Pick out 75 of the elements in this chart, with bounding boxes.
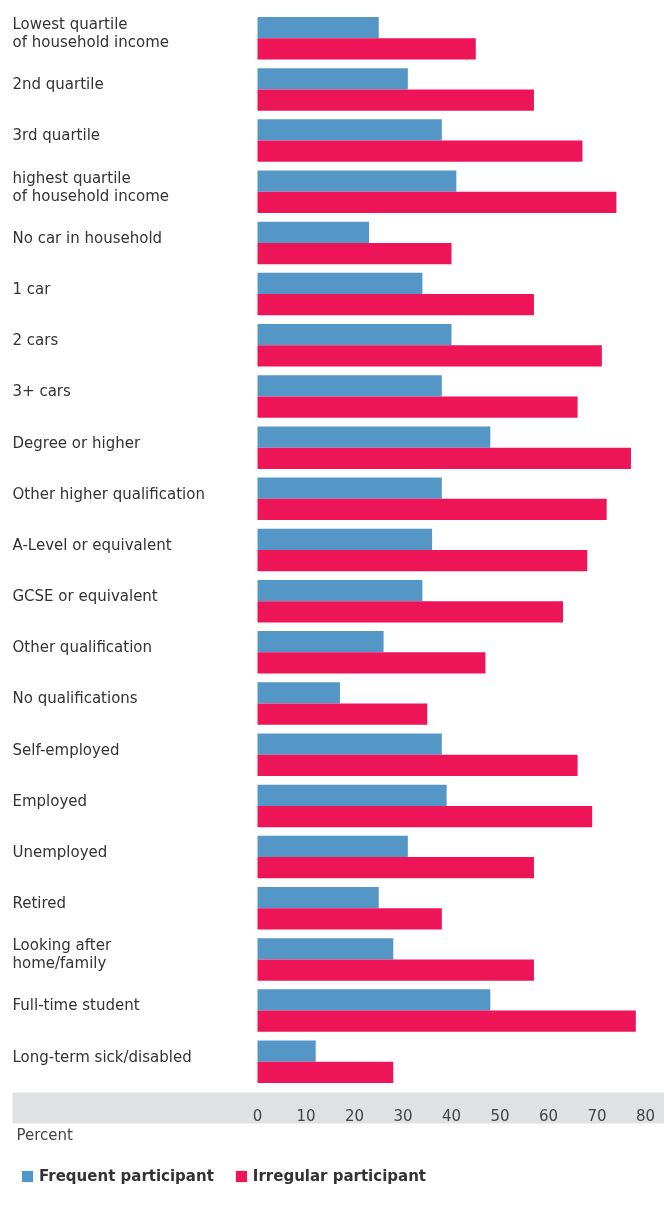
bar [257,16,379,39]
bar [257,652,486,674]
x-tick-label: 70 [587,1106,607,1125]
bar [257,1010,636,1032]
x-tick-label: 10 [296,1106,316,1125]
bar [257,733,442,755]
bar [257,221,370,243]
y-tick-label: highest quartile of household income [12,168,170,205]
y-tick-label: Other qualification [12,638,153,657]
y-tick-label: No car in household [12,228,163,247]
bar [257,119,442,141]
bar [257,191,617,213]
bar [257,631,384,653]
y-tick-label: Long-term sick/disabled [12,1047,192,1066]
bar [257,908,442,930]
y-tick-label: Self-employed [12,740,120,759]
bar [257,447,631,469]
bar [257,805,593,828]
bar [257,477,442,499]
y-tick-label: Looking after home/family [12,936,112,973]
bar [257,550,588,572]
y-tick-label: Degree or higher [12,433,141,452]
bar [257,857,534,879]
y-tick-label: No qualifications [12,689,138,708]
bar [257,375,442,397]
bar [257,396,578,418]
bar [257,835,408,858]
bar [257,959,534,981]
y-tick-label: GCSE or equivalent [12,587,158,606]
y-tick-label: 2 cars [12,331,59,350]
bar [257,89,534,111]
y-tick-label: 1 car [12,279,52,298]
bar [257,38,476,60]
bar [257,887,379,909]
x-tick-label: 50 [490,1106,510,1125]
x-tick-label: 80 [635,1106,656,1125]
bar [257,170,457,192]
bar [257,68,408,90]
x-tick-label: 40 [441,1106,462,1125]
bar [257,989,491,1011]
x-tick-label: 0 [252,1106,263,1125]
x-tick-label: 20 [344,1106,365,1125]
y-tick-label: Retired [12,894,67,913]
y-tick-label: Full-time student [12,996,140,1015]
bar [257,579,423,602]
y-tick-label: Other higher qualification [12,484,205,503]
bar [257,140,583,162]
bar [257,784,447,806]
y-tick-label: 3rd quartile [12,126,101,145]
y-tick-label: Employed [12,791,88,810]
bar [257,498,607,521]
y-tick-label: Lowest quartile of household income [12,15,170,52]
bar [257,324,452,346]
bar [257,1040,316,1062]
bar [257,601,564,623]
y-tick-label: Unemployed [12,842,108,861]
bar [257,242,452,265]
bar [257,1061,394,1084]
bar [257,528,433,551]
legend-label: Irregular participant [252,1167,427,1185]
bar [257,938,394,960]
bar [257,294,534,316]
y-tick-label: 3+ cars [12,382,71,401]
bar [257,682,340,704]
legend-label: Frequent participant [39,1167,214,1185]
bar [257,345,602,367]
y-tick-label: A-Level or equivalent [12,535,172,554]
bar [257,426,491,448]
bar [257,703,428,725]
bar [257,272,423,295]
x-axis-title: Percent [16,1125,74,1144]
x-tick-label: 30 [393,1106,413,1125]
y-tick-label: 2nd quartile [12,75,104,94]
x-tick-label: 60 [538,1106,559,1125]
bar [257,754,578,776]
